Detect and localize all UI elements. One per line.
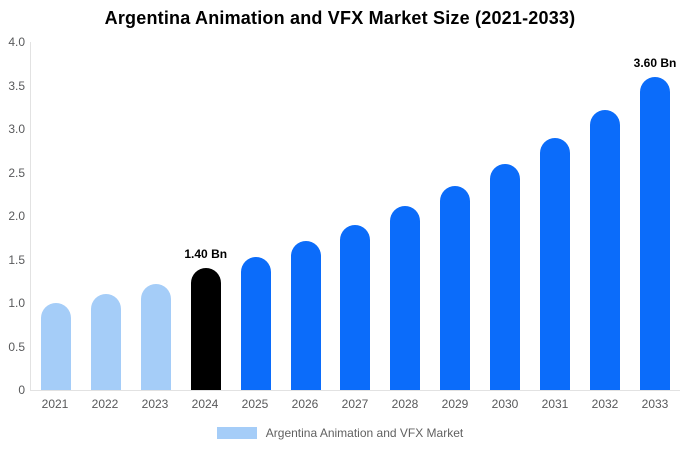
- bar-slot-2031: [530, 42, 580, 390]
- y-tick-2.5: 2.5: [8, 165, 25, 180]
- bars: 1.40 Bn 3.60 Bn: [31, 42, 680, 390]
- bar-slot-2027: [331, 42, 381, 390]
- bar-slot-2021: [31, 42, 81, 390]
- bar-2025: [240, 256, 271, 390]
- chart-title: Argentina Animation and VFX Market Size …: [104, 8, 576, 28]
- y-tick-2.0: 2.0: [8, 209, 25, 223]
- y-tick-3.5: 3.5: [8, 78, 25, 93]
- bar-2022: [90, 294, 121, 390]
- y-tick-3.0: 3.0: [8, 122, 25, 136]
- plot-area: 1.40 Bn 3.60 Bn: [30, 42, 680, 391]
- x-axis: 2021 2022 2023 2024 2025 2026 2027 2028 2029 2030…: [30, 397, 680, 411]
- x-tick-2026: 2026: [291, 397, 319, 411]
- x-tick-2023: 2023: [141, 397, 169, 411]
- bar-slot-2030: [480, 42, 530, 390]
- legend-swatch: [216, 427, 257, 439]
- bar-2026: [290, 241, 321, 390]
- bar-2027: [340, 224, 371, 390]
- bar-slot-2033: 3.60 Bn: [630, 42, 680, 390]
- bar-value-label-2024: 1.40 Bn: [184, 247, 228, 262]
- x-tick-2033: 2033: [641, 397, 669, 411]
- legend-label: Argentina Animation and VFX Market: [265, 426, 464, 440]
- bar-2021: [40, 303, 71, 390]
- x-tick-2028: 2028: [391, 397, 419, 411]
- legend: Argentina Animation and VFX Market: [0, 426, 680, 440]
- bar-2032: [590, 109, 621, 390]
- bar-slot-2025: [231, 42, 281, 390]
- bar-2031: [540, 137, 571, 390]
- x-tick-2031: 2031: [541, 397, 569, 411]
- bar-slot-2032: [580, 42, 630, 390]
- y-axis: 4.0 3.5 3.0 2.5 2.0 1.5 1.0 0.5 0: [0, 35, 25, 397]
- x-tick-2025: 2025: [241, 397, 269, 411]
- y-tick-0.5: 0.5: [8, 339, 25, 354]
- bar-2030: [490, 163, 521, 390]
- x-tick-2030: 2030: [491, 397, 519, 411]
- bar-slot-2029: [430, 42, 480, 390]
- y-tick-4.0: 4.0: [8, 35, 25, 49]
- bar-slot-2022: [81, 42, 131, 390]
- bar-slot-2028: [380, 42, 430, 390]
- x-tick-2029: 2029: [441, 397, 469, 411]
- x-tick-2022: 2022: [91, 397, 119, 411]
- x-tick-2024: 2024: [191, 397, 219, 411]
- y-tick-1.0: 1.0: [8, 296, 25, 310]
- bar-slot-2024: 1.40 Bn: [181, 42, 231, 390]
- y-tick-1.5: 1.5: [8, 252, 25, 267]
- x-tick-2027: 2027: [341, 397, 369, 411]
- bar-slot-2023: [131, 42, 181, 390]
- bar-2029: [440, 186, 471, 390]
- y-tick-0: 0: [18, 383, 25, 397]
- bar-2023: [140, 283, 171, 390]
- bar-value-label-2033: 3.60 Bn: [633, 55, 677, 70]
- bar-2028: [390, 206, 421, 390]
- bar-2033: [640, 76, 671, 390]
- bar-slot-2026: [281, 42, 331, 390]
- x-tick-2021: 2021: [41, 397, 69, 411]
- x-tick-2032: 2032: [591, 397, 619, 411]
- bar-2024: [190, 268, 221, 390]
